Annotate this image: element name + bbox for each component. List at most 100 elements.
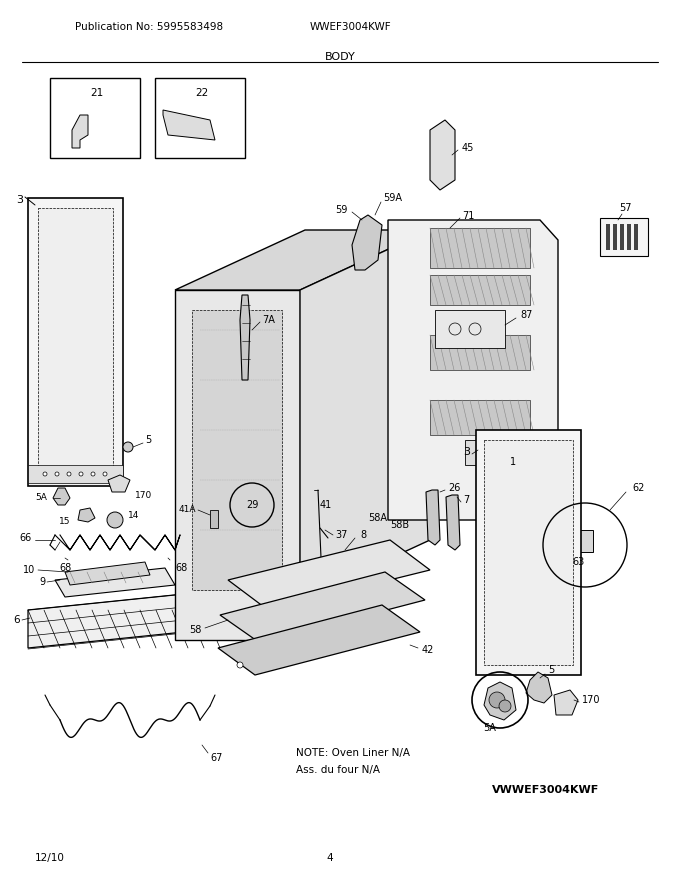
Text: 66: 66 — [20, 533, 32, 543]
Polygon shape — [430, 400, 530, 435]
Polygon shape — [430, 228, 530, 268]
Polygon shape — [430, 275, 530, 305]
Text: 68: 68 — [176, 563, 188, 573]
Polygon shape — [55, 568, 175, 597]
Polygon shape — [430, 120, 455, 190]
Text: 63: 63 — [572, 557, 584, 567]
Polygon shape — [526, 672, 552, 703]
Polygon shape — [484, 682, 516, 720]
Text: 170: 170 — [582, 695, 600, 705]
Bar — [600, 218, 648, 256]
Polygon shape — [228, 540, 430, 610]
Polygon shape — [220, 572, 425, 643]
Circle shape — [91, 472, 95, 476]
Text: 59: 59 — [336, 205, 348, 215]
Text: 45: 45 — [462, 143, 475, 153]
Text: Ass. du four N/A: Ass. du four N/A — [296, 765, 380, 775]
Circle shape — [55, 472, 59, 476]
Polygon shape — [78, 508, 95, 522]
Text: 5: 5 — [548, 665, 554, 675]
Text: NOTE: Oven Liner N/A: NOTE: Oven Liner N/A — [296, 748, 410, 758]
Polygon shape — [163, 110, 215, 140]
Circle shape — [123, 442, 133, 452]
Text: 5A: 5A — [483, 723, 496, 733]
Circle shape — [103, 472, 107, 476]
Text: 59A: 59A — [383, 193, 402, 203]
Bar — [613, 224, 617, 250]
Text: 14: 14 — [128, 510, 139, 519]
Bar — [620, 224, 624, 250]
Text: WWEF3004KWF: WWEF3004KWF — [310, 22, 392, 32]
Text: 41: 41 — [320, 500, 333, 510]
Polygon shape — [554, 690, 578, 715]
Text: 29: 29 — [245, 500, 258, 510]
Bar — [476, 430, 581, 675]
Text: 5: 5 — [145, 435, 151, 445]
Bar — [38, 208, 113, 476]
Bar — [435, 310, 505, 348]
Text: 15: 15 — [58, 517, 70, 526]
Text: 3: 3 — [16, 195, 23, 205]
Polygon shape — [430, 335, 530, 370]
Text: 3: 3 — [463, 447, 470, 457]
Text: 62: 62 — [632, 483, 645, 493]
Polygon shape — [426, 490, 440, 545]
Bar — [210, 510, 218, 528]
Circle shape — [237, 662, 243, 668]
Polygon shape — [240, 295, 250, 380]
Bar — [155, 78, 245, 158]
Text: 71: 71 — [462, 211, 475, 221]
Text: 87: 87 — [520, 310, 532, 320]
Polygon shape — [28, 590, 223, 648]
Text: 12/10: 12/10 — [35, 853, 65, 863]
Circle shape — [79, 472, 83, 476]
Polygon shape — [72, 115, 88, 148]
Polygon shape — [65, 562, 150, 585]
Text: Publication No: 5995583498: Publication No: 5995583498 — [75, 22, 223, 32]
Polygon shape — [175, 290, 300, 640]
Text: 7A: 7A — [262, 315, 275, 325]
Polygon shape — [108, 475, 130, 492]
Bar — [558, 525, 566, 557]
Text: 4: 4 — [326, 853, 333, 863]
Bar — [484, 440, 573, 665]
Bar — [606, 224, 610, 250]
Text: VWWEF3004KWF: VWWEF3004KWF — [492, 785, 599, 795]
Text: 41A: 41A — [178, 505, 196, 515]
Text: 8: 8 — [360, 530, 366, 540]
Polygon shape — [352, 215, 382, 270]
Text: 21: 21 — [90, 88, 103, 98]
Circle shape — [489, 692, 505, 708]
Text: 10: 10 — [22, 565, 35, 575]
Bar — [465, 440, 495, 465]
Bar — [627, 224, 631, 250]
Polygon shape — [300, 230, 430, 600]
Text: 58B: 58B — [390, 520, 409, 530]
Circle shape — [43, 472, 47, 476]
Text: 22: 22 — [195, 88, 208, 98]
Polygon shape — [446, 495, 460, 550]
Circle shape — [107, 512, 123, 528]
Text: 5A: 5A — [35, 494, 47, 502]
Polygon shape — [218, 605, 420, 675]
Text: 26: 26 — [448, 483, 460, 493]
Text: 9: 9 — [39, 577, 45, 587]
Text: 1: 1 — [510, 457, 516, 467]
Bar — [192, 310, 282, 590]
Bar — [28, 465, 123, 483]
Bar — [634, 224, 638, 250]
Text: 42: 42 — [422, 645, 435, 655]
Bar — [28, 198, 123, 486]
Bar — [558, 530, 593, 552]
Text: 58: 58 — [190, 625, 202, 635]
Text: 37: 37 — [335, 530, 347, 540]
Text: 170: 170 — [135, 490, 152, 500]
Circle shape — [67, 472, 71, 476]
Text: 68: 68 — [59, 563, 71, 573]
Polygon shape — [388, 220, 558, 520]
Text: 67: 67 — [210, 753, 222, 763]
Text: 57: 57 — [619, 203, 631, 213]
Text: 7: 7 — [463, 495, 469, 505]
Text: BODY: BODY — [324, 52, 356, 62]
Polygon shape — [53, 488, 70, 505]
